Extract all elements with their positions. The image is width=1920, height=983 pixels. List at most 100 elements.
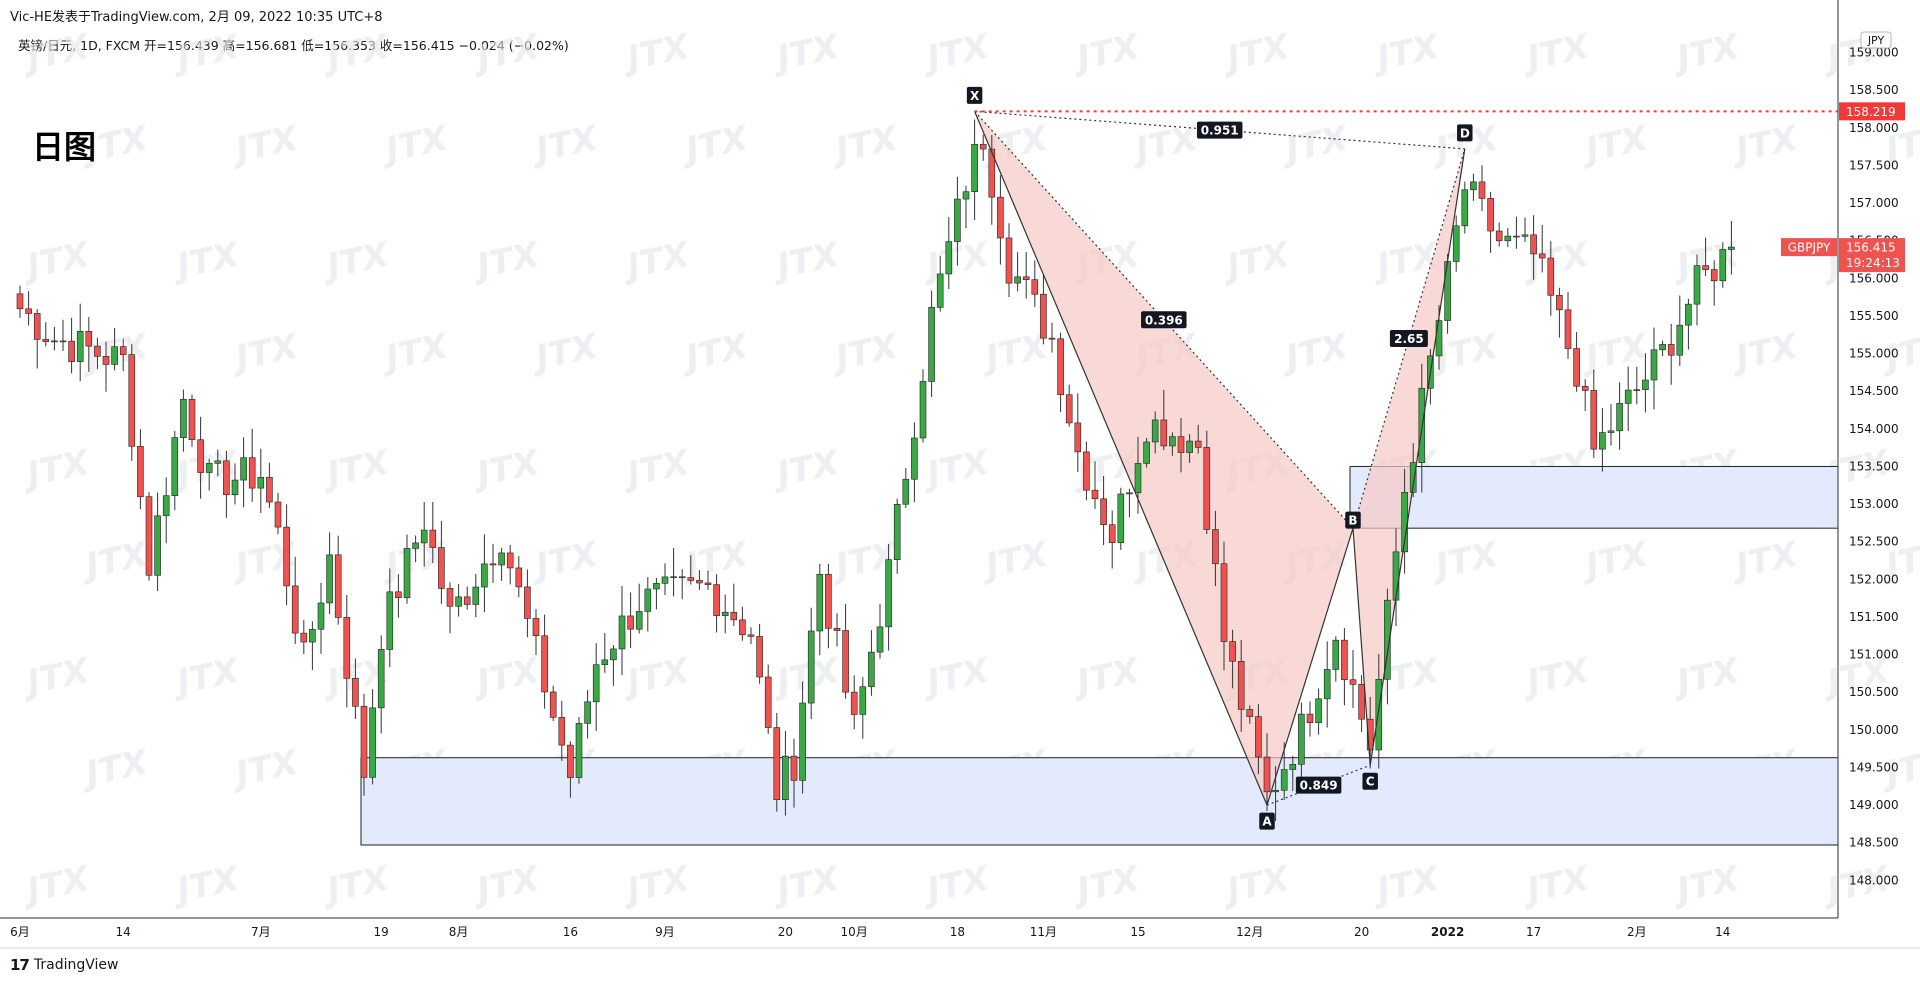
candle-body: [1702, 265, 1709, 270]
tradingview-footer[interactable]: 17 TradingView: [10, 956, 118, 974]
candle-body: [1048, 337, 1056, 340]
candle-body: [137, 446, 144, 497]
ratio-label: 0.951: [1196, 121, 1243, 139]
candle: [1143, 438, 1150, 468]
candle: [1315, 688, 1322, 735]
candle: [343, 594, 351, 708]
watermark: JTX: [168, 234, 245, 288]
candle: [1470, 173, 1477, 201]
candle-body: [420, 529, 428, 544]
watermark: JTX: [226, 742, 303, 796]
candle: [1332, 636, 1340, 682]
candle-body: [979, 143, 987, 150]
candle: [248, 428, 256, 502]
candle-body: [1366, 718, 1374, 751]
candle-body: [618, 615, 626, 650]
candle-body: [94, 345, 101, 357]
pattern-point-d-text: D: [1460, 126, 1470, 140]
candle: [747, 627, 755, 645]
candle-body: [739, 619, 746, 636]
currency-badge: JPY: [1860, 31, 1892, 49]
watermark: JTX: [226, 118, 303, 172]
pattern-point-c-text: C: [1366, 775, 1375, 789]
candle-body: [988, 148, 996, 198]
candle-body: [833, 628, 841, 631]
candle-body: [962, 191, 970, 200]
candle: [403, 534, 411, 604]
candle-body: [377, 649, 385, 709]
candle: [764, 664, 772, 735]
candle-body: [352, 678, 359, 707]
candle: [1676, 295, 1684, 366]
watermark: JTX: [18, 234, 95, 288]
watermark: JTX: [526, 534, 603, 588]
candle: [231, 463, 239, 505]
chart-title: 日图: [32, 128, 97, 166]
candle-body: [1452, 225, 1460, 262]
time-tick: 17: [1526, 925, 1541, 939]
price-tick: 150.000: [1849, 723, 1899, 737]
candle: [240, 437, 247, 508]
watermark: JTX: [168, 26, 245, 80]
candle: [1177, 417, 1185, 473]
candle: [618, 585, 626, 676]
candle-body: [180, 398, 187, 438]
candle-body: [369, 707, 376, 778]
watermark: JTX: [318, 858, 395, 912]
candle-body: [1083, 451, 1090, 491]
price-tick: 149.500: [1849, 760, 1899, 774]
candle: [945, 217, 953, 289]
candle-body: [799, 702, 806, 781]
watermark: JTX: [676, 118, 753, 172]
candle: [1573, 332, 1580, 392]
candle-body: [730, 611, 738, 621]
candle: [377, 635, 385, 734]
candle-body: [1255, 716, 1262, 758]
candle-body: [1298, 713, 1305, 765]
candle-body: [575, 723, 583, 778]
candle-body: [954, 198, 961, 242]
candle-body: [1616, 403, 1623, 432]
watermark: JTX: [1068, 858, 1145, 912]
candle-body: [868, 651, 875, 688]
watermark: JTX: [76, 534, 153, 588]
candle: [936, 255, 944, 312]
candle-body: [515, 567, 523, 588]
watermark: JTX: [1576, 118, 1653, 172]
countdown-text: 19:24:13: [1846, 256, 1900, 270]
candle-body: [188, 398, 196, 441]
candle-body: [756, 636, 763, 678]
price-tick: 152.500: [1849, 535, 1899, 549]
watermark: JTX: [676, 326, 753, 380]
candle-body: [1624, 389, 1632, 404]
watermark: JTX: [1426, 534, 1503, 588]
candle: [1014, 252, 1021, 292]
candle-body: [1203, 447, 1211, 530]
candle: [395, 574, 402, 618]
candle-body: [1014, 276, 1021, 284]
watermark: JTX: [526, 118, 603, 172]
demand-zones: [360, 465, 1839, 846]
candle: [1607, 404, 1615, 446]
candle: [145, 492, 153, 581]
candle-body: [162, 495, 170, 517]
candle-body: [429, 529, 437, 548]
candle: [438, 520, 445, 604]
resistance-price-text: 158.219: [1846, 105, 1896, 119]
price-tick: 149.000: [1849, 798, 1899, 812]
pattern-point-d: D: [1457, 124, 1473, 142]
watermark: JTX: [1218, 858, 1295, 912]
watermark: JTX: [918, 234, 995, 288]
candle-body: [1435, 320, 1443, 357]
candle: [773, 712, 781, 812]
watermark: JTX: [376, 326, 453, 380]
candle: [498, 547, 505, 581]
candle: [850, 675, 858, 730]
watermark: JTX: [1726, 534, 1803, 588]
candle: [1590, 369, 1598, 459]
candle: [317, 582, 325, 654]
candle-body: [1074, 422, 1082, 453]
candle-body: [549, 691, 557, 718]
candle-body: [1659, 344, 1666, 351]
